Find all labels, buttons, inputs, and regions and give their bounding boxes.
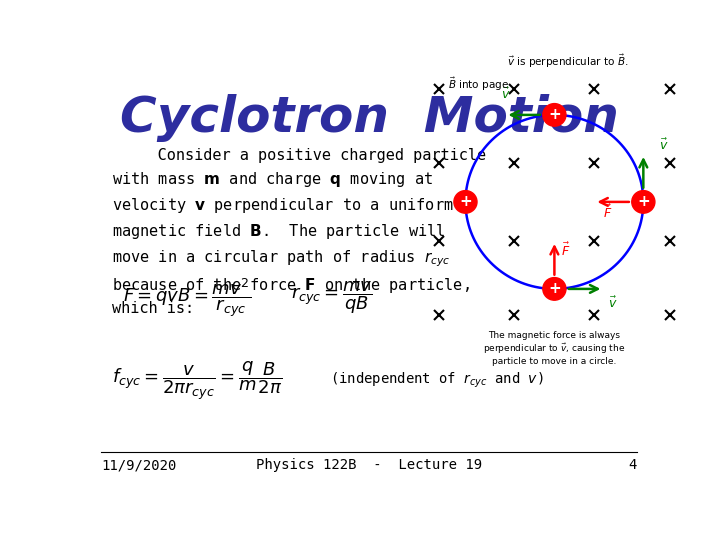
Text: $f_{cyc} = \dfrac{v}{2\pi r_{cyc}} = \dfrac{q}{m}\dfrac{B}{2\pi}$: $f_{cyc} = \dfrac{v}{2\pi r_{cyc}} = \df… <box>112 360 283 402</box>
Text: 4: 4 <box>629 458 637 472</box>
Text: $\vec{B}$ into page: $\vec{B}$ into page <box>449 76 509 93</box>
Text: Cyclotron  Motion: Cyclotron Motion <box>120 94 618 142</box>
Text: +: + <box>548 281 561 296</box>
Text: Consider a positive charged particle
with mass $\mathbf{m}$ and charge $\mathbf{: Consider a positive charged particle wit… <box>112 148 487 315</box>
Circle shape <box>631 191 655 213</box>
Text: +: + <box>548 107 561 123</box>
Text: $\vec{F}$: $\vec{F}$ <box>561 241 570 259</box>
Circle shape <box>543 104 566 126</box>
Text: $F = qvB = \dfrac{mv^2}{r_{cyc}}$: $F = qvB = \dfrac{mv^2}{r_{cyc}}$ <box>124 276 252 319</box>
Text: 11/9/2020: 11/9/2020 <box>101 458 176 472</box>
Text: The magnetic force is always
perpendicular to $\vec{v}$, causing the
particle to: The magnetic force is always perpendicul… <box>483 330 626 366</box>
Text: $r_{cyc} = \dfrac{mv}{qB}$: $r_{cyc} = \dfrac{mv}{qB}$ <box>291 279 372 316</box>
Circle shape <box>454 191 477 213</box>
Text: (independent of $r_{cyc}$ and $v$): (independent of $r_{cyc}$ and $v$) <box>330 371 544 390</box>
Text: +: + <box>459 194 472 210</box>
Text: $\vec{v}$: $\vec{v}$ <box>660 138 669 153</box>
Text: Physics 122B  -  Lecture 19: Physics 122B - Lecture 19 <box>256 458 482 472</box>
Text: $\vec{F}$: $\vec{F}$ <box>603 203 613 220</box>
Text: $\vec{v}$ is perpendicular to $\vec{B}$.: $\vec{v}$ is perpendicular to $\vec{B}$. <box>507 52 629 70</box>
Text: $\vec{v}$: $\vec{v}$ <box>608 296 617 311</box>
Circle shape <box>543 278 566 300</box>
Text: +: + <box>637 194 649 210</box>
Text: $\vec{v}$: $\vec{v}$ <box>501 87 510 102</box>
